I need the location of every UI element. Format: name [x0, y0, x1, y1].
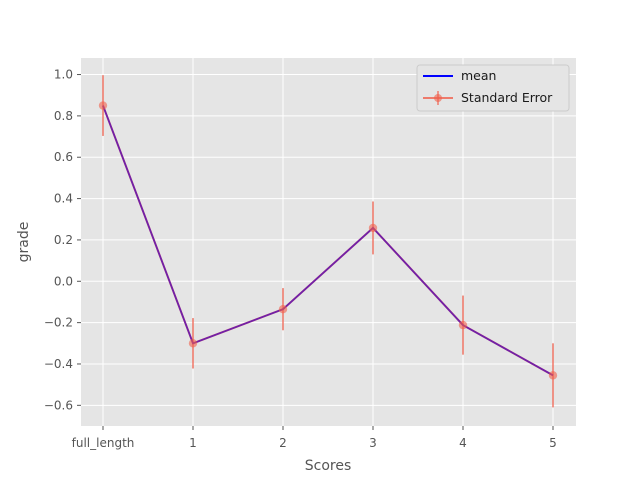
legend-error-marker — [434, 94, 442, 102]
y-tick-label: 0.6 — [54, 150, 73, 164]
x-tick-label: 4 — [459, 436, 467, 450]
series-lines — [102, 105, 554, 377]
x-tick-label: 5 — [549, 436, 557, 450]
x-axis-ticks: full_length 1 2 3 4 5 — [72, 426, 557, 450]
data-point — [548, 371, 558, 380]
y-tick-label: −0.4 — [44, 357, 73, 371]
x-axis-label: Scores — [305, 458, 352, 474]
legend-error-label: Standard Error — [461, 90, 553, 105]
data-point — [368, 223, 378, 233]
y-axis-label: grade — [16, 222, 32, 263]
plot-background — [81, 58, 576, 426]
y-tick-label: 1.0 — [54, 68, 73, 82]
x-tick-label: 2 — [279, 436, 287, 450]
legend: mean Standard Error — [416, 64, 570, 112]
y-tick-label: −0.6 — [44, 398, 73, 412]
data-point — [278, 304, 288, 314]
legend-box — [416, 64, 570, 112]
data-markers — [98, 101, 558, 380]
x-tick-label: full_length — [72, 436, 135, 450]
series-line-mean — [102, 105, 554, 377]
y-tick-label: 0.4 — [54, 192, 73, 206]
x-tick-label: 1 — [189, 436, 197, 450]
y-tick-label: 0.0 — [54, 274, 73, 288]
legend-mean-label: mean — [461, 68, 496, 83]
y-tick-label: −0.2 — [44, 316, 73, 330]
data-point — [188, 339, 198, 348]
data-point — [98, 101, 108, 110]
y-tick-label: 0.8 — [54, 109, 73, 123]
y-axis-ticks: 1.0 0.8 0.6 0.4 0.2 0.0 −0.2 −0.4 −0.6 — [44, 68, 81, 412]
data-point — [458, 320, 468, 330]
x-tick-label: 3 — [369, 436, 377, 450]
y-tick-label: 0.2 — [54, 233, 73, 247]
